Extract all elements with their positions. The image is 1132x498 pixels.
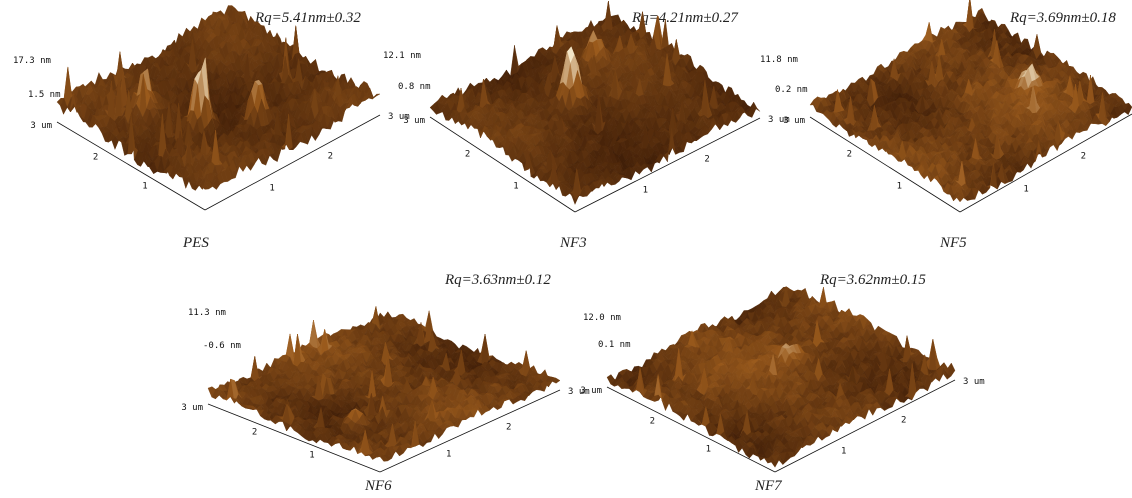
x-axis — [574, 117, 761, 213]
y-axis-max-label: 3 um — [181, 403, 203, 413]
sample-name: NF3 — [560, 235, 587, 251]
y-tick-label: 1 — [897, 181, 902, 191]
y-tick-label: 2 — [252, 428, 257, 438]
rq-label: Rq=3.62nm±0.15 — [820, 272, 926, 288]
afm-surface-plot: 3 um 3 um 2 1 1 2 11.3 nm -0.6 nm — [181, 306, 590, 473]
x-axis-max-label: 3 um — [963, 377, 985, 387]
y-axis-max-label: 3 um — [783, 116, 805, 126]
z-max-label: 17.3 nm — [13, 56, 51, 66]
x-tick-label: 1 — [269, 183, 274, 193]
x-axis-max-label: 3 um — [388, 112, 410, 122]
x-axis — [774, 379, 956, 473]
afm-panel-nf3: Rq=4.21nm±0.27 NF3 3 um 3 um 2 1 1 2 12.1 nm 0.8 … — [380, 0, 790, 251]
z-min-label: 0.8 nm — [398, 82, 431, 92]
afm-surface-plot: 3 um 3 um 2 1 1 2 12.0 nm 0.1 nm — [580, 286, 985, 473]
x-tick-label: 2 — [506, 422, 511, 432]
afm-surface-plot: 3 um 3 um 2 1 1 2 17.3 nm 1.5 nm — [13, 5, 410, 211]
y-axis — [207, 403, 381, 473]
x-axis — [204, 114, 381, 211]
x-tick-label: 2 — [328, 152, 333, 162]
y-tick-label: 2 — [465, 150, 470, 160]
x-tick-label: 1 — [643, 186, 648, 196]
y-tick-label: 1 — [513, 181, 518, 191]
height-map — [606, 286, 956, 468]
sample-name: NF6 — [365, 478, 392, 494]
y-tick-label: 1 — [706, 445, 711, 455]
x-axis — [959, 113, 1132, 213]
height-map — [429, 0, 761, 205]
rq-label: Rq=3.69nm±0.18 — [1010, 10, 1116, 26]
y-axis-max-label: 3 um — [30, 121, 52, 131]
sample-name: NF5 — [940, 235, 967, 251]
z-min-label: 0.1 nm — [598, 340, 631, 350]
y-tick-label: 2 — [650, 416, 655, 426]
height-map — [56, 5, 381, 191]
y-tick-label: 2 — [93, 152, 98, 162]
afm-panel-nf5: Rq=3.69nm±0.18 NF5 3 um3 um 2 1 1 2 11.8 nm 0.2 … — [755, 0, 1132, 251]
x-tick-label: 1 — [1023, 184, 1028, 194]
afm-panel-nf6: Rq=3.63nm±0.12 NF6 3 um 3 um 2 1 1 2 11.3 nm -0.6… — [175, 260, 590, 498]
z-min-label: -0.6 nm — [203, 341, 241, 351]
x-tick-label: 2 — [901, 416, 906, 426]
rq-label: Rq=5.41nm±0.32 — [255, 10, 361, 26]
z-max-label: 11.8 nm — [760, 55, 798, 65]
x-tick-label: 1 — [841, 446, 846, 456]
y-tick-label: 1 — [309, 450, 314, 460]
afm-surface-plot: 3 um3 um 2 1 1 2 11.8 nm 0.2 nm — [760, 0, 1132, 213]
x-tick-label: 2 — [1081, 152, 1086, 162]
z-max-label: 12.1 nm — [383, 51, 421, 61]
x-tick-label: 1 — [446, 450, 451, 460]
y-axis-max-label: 3 um — [580, 386, 602, 396]
height-map — [809, 0, 1132, 203]
x-axis — [379, 389, 561, 473]
x-tick-label: 2 — [704, 154, 709, 164]
y-axis-max-label: 3 um — [403, 116, 425, 126]
y-tick-label: 1 — [142, 182, 147, 192]
z-min-label: 1.5 nm — [28, 90, 61, 100]
afm-panel-pes: Rq=5.41nm±0.32 PES 3 um 3 um 2 1 1 2 17.3 nm 1.5 … — [0, 0, 410, 251]
y-tick-label: 2 — [847, 150, 852, 160]
x-axis-max-label: 3 um — [568, 387, 590, 397]
y-axis — [809, 116, 961, 213]
sample-name: NF7 — [755, 478, 782, 494]
y-axis — [56, 121, 206, 211]
z-min-label: 0.2 nm — [775, 85, 808, 95]
z-max-label: 11.3 nm — [188, 308, 226, 318]
height-map — [207, 306, 561, 462]
afm-panel-nf7: Rq=3.62nm±0.15 NF7 3 um 3 um 2 1 1 2 12.0 nm 0.1 … — [580, 260, 985, 498]
rq-label: Rq=3.63nm±0.12 — [445, 272, 551, 288]
x-axis-max-label: 3 um — [768, 115, 790, 125]
sample-name: PES — [183, 235, 209, 251]
y-axis — [429, 116, 576, 213]
z-max-label: 12.0 nm — [583, 313, 621, 323]
y-axis — [606, 386, 776, 473]
